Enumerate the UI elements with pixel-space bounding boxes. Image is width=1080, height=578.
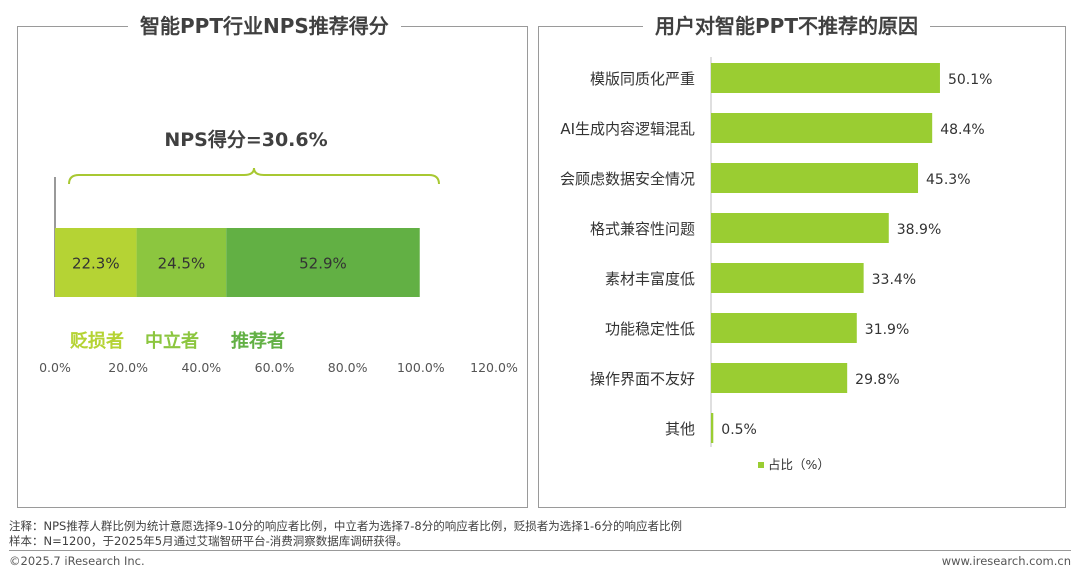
reasons-value-label: 50.1% <box>948 72 992 88</box>
reasons-category-label: 操作界面不友好 <box>590 370 695 388</box>
reasons-bar <box>711 213 889 243</box>
reasons-category-label: 会顾虑数据安全情况 <box>560 170 695 188</box>
nps-x-tick-label: 120.0% <box>470 360 518 375</box>
reasons-value-label: 45.3% <box>926 172 970 188</box>
reasons-value-label: 29.8% <box>855 372 899 388</box>
nps-x-tick-label: 0.0% <box>39 360 71 375</box>
nps-bar-segment <box>226 228 420 297</box>
nps-x-tick-label: 80.0% <box>328 360 368 375</box>
nps-legend-label: 推荐者 <box>231 330 285 352</box>
reasons-category-label: 格式兼容性问题 <box>590 220 695 238</box>
nps-bar-value-label: 22.3% <box>72 255 120 273</box>
nps-bar-value-label: 52.9% <box>299 255 347 273</box>
nps-score-label: NPS得分=30.6% <box>164 128 327 151</box>
reasons-bar <box>711 313 857 343</box>
reasons-bar <box>711 413 714 443</box>
reasons-bar <box>711 263 864 293</box>
reasons-category-label: 其他 <box>665 420 695 438</box>
nps-x-tick-label: 60.0% <box>255 360 295 375</box>
reasons-panel: 用户对智能PPT不推荐的原因 模版同质化严重 50.1% AI生成内容逻辑混乱 48.… <box>538 12 1066 508</box>
reasons-value-label: 33.4% <box>872 272 916 288</box>
copyright: ©2025.7 iResearch Inc. <box>9 554 145 568</box>
nps-panel-title: 智能PPT行业NPS推荐得分 <box>128 12 401 40</box>
nps-panel: 智能PPT行业NPS推荐得分 22.3% 24.5% 52.9% 贬损者 中立者 推荐者 0… <box>17 12 528 508</box>
reasons-bar <box>711 113 933 143</box>
nps-x-tick-label: 20.0% <box>108 360 148 375</box>
footnote-sample: 样本：N=1200，于2025年5月通过艾瑞智研平台-消费洞察数据库调研获得。 <box>9 534 408 548</box>
reasons-value-label: 0.5% <box>721 422 757 438</box>
reasons-bar <box>711 63 940 93</box>
reasons-category-label: 功能稳定性低 <box>605 320 695 338</box>
nps-x-tick-label: 40.0% <box>181 360 221 375</box>
nps-bar-segment <box>55 228 137 297</box>
reasons-panel-title: 用户对智能PPT不推荐的原因 <box>643 12 930 40</box>
footnote-note: 注释：NPS推荐人群比例为统计意愿选择9-10分的响应者比例，中立者为选择7-8… <box>9 519 682 533</box>
reasons-bar <box>711 163 919 193</box>
nps-chart: 22.3% 24.5% 52.9% 贬损者 中立者 推荐者 0.0% 20.0% 40.0% 60… <box>39 128 518 375</box>
reasons-category-label: 模版同质化严重 <box>590 70 695 88</box>
nps-bar-value-label: 24.5% <box>158 255 206 273</box>
legend-swatch <box>758 462 764 468</box>
nps-legend-label: 中立者 <box>145 330 199 352</box>
legend-label: 占比（%） <box>768 457 830 472</box>
website-link[interactable]: www.iresearch.com.cn <box>941 554 1071 568</box>
reasons-value-label: 38.9% <box>897 222 941 238</box>
nps-legend-label: 贬损者 <box>70 330 124 352</box>
nps-x-tick-label: 100.0% <box>397 360 445 375</box>
reasons-value-label: 31.9% <box>865 322 909 338</box>
nps-brace <box>68 167 440 185</box>
nps-bar-segment <box>136 228 227 297</box>
reasons-bar <box>711 363 848 393</box>
reasons-value-label: 48.4% <box>940 122 984 138</box>
footer-divider <box>9 550 1071 551</box>
reasons-chart: 模版同质化严重 50.1% AI生成内容逻辑混乱 48.4% 会顾虑数据安全情况 45.3… <box>560 57 992 472</box>
reasons-category-label: 素材丰富度低 <box>605 270 695 288</box>
reasons-category-label: AI生成内容逻辑混乱 <box>560 120 695 138</box>
